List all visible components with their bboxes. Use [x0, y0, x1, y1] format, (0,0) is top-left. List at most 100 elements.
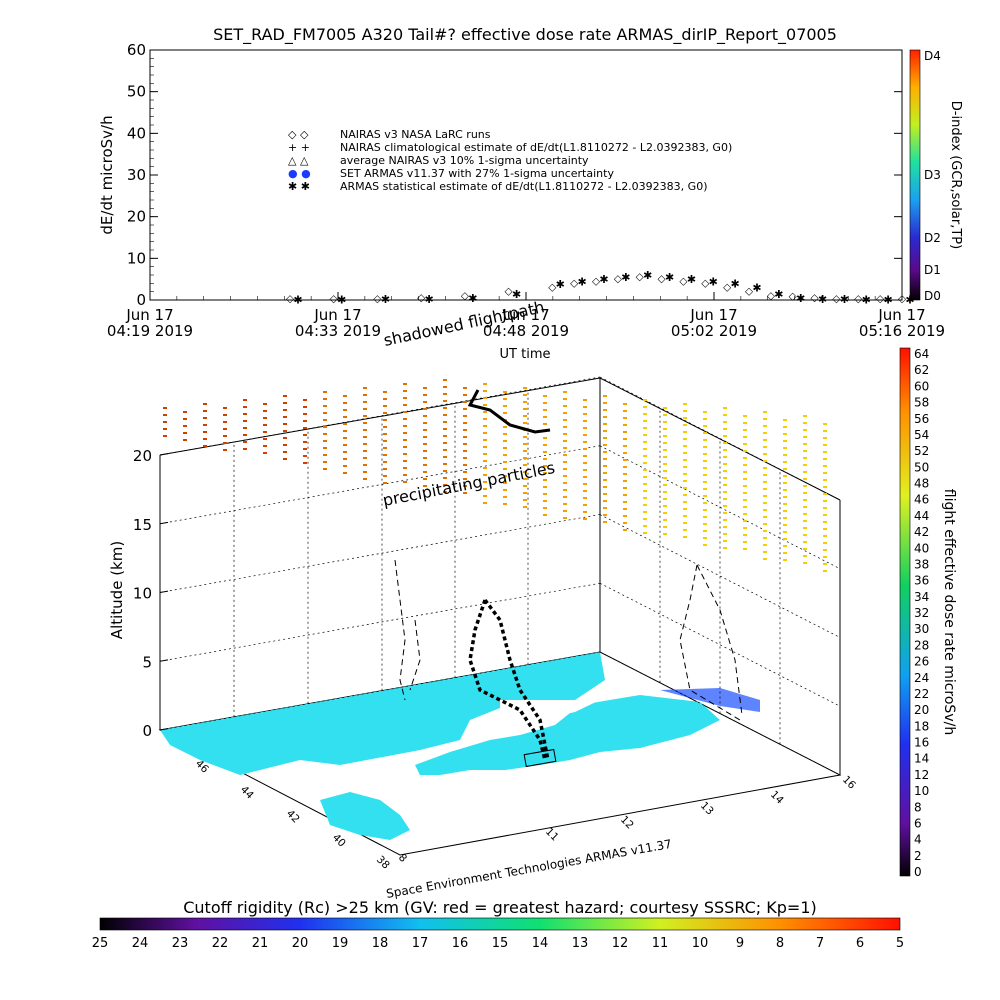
armas-estimate-point: ✱ — [796, 292, 805, 305]
longitude-tick-label: 14 — [768, 789, 786, 807]
legend-symbol: △ △ — [288, 154, 309, 167]
longitude-tick-label: 12 — [618, 814, 636, 832]
series-nairas: ◇ ◇ ◇ ◇ ◇ ◇ ◇ ◇ ◇ ◇ ◇ ◇ ◇ ◇ ◇ ◇ ◇ ◇ ◇ ◇ ◇ ◇ ◇ — [286, 271, 907, 305]
series-armas-estimate: ✱✱✱✱✱✱✱✱✱✱✱✱✱✱✱✱✱✱✱✱✱✱✱ — [293, 269, 914, 307]
nairas-point: ◇ — [286, 293, 295, 305]
y-tick-label: 20 — [127, 208, 146, 226]
nairas-point: ◇ — [417, 292, 426, 304]
nairas-point: ◇ — [636, 271, 645, 283]
rc-tick-label: 13 — [572, 936, 589, 951]
annotation-precipitating-particles: precipitating particles — [381, 458, 556, 510]
legend-label: SET ARMAS v11.37 with 27% 1-sigma uncert… — [340, 167, 614, 180]
dose-tick-label: 30 — [914, 622, 929, 636]
legend-label: average NAIRAS v3 10% 1-sigma uncertaint… — [340, 154, 589, 167]
dose-tick-label: 22 — [914, 687, 929, 701]
shadow-path-3 — [679, 564, 741, 721]
nairas-point: ◇ — [330, 293, 339, 305]
x-tick-label-date: Jun 17 — [313, 306, 361, 324]
armas-estimate-point: ✱ — [381, 293, 390, 306]
dose-tick-label: 20 — [914, 703, 929, 717]
rc-tick-label: 12 — [612, 936, 629, 951]
d-index-tick: D4 — [924, 49, 941, 63]
armas-estimate-point: ✱ — [818, 293, 827, 306]
armas-estimate-point: ✱ — [512, 288, 521, 301]
dose-tick-label: 28 — [914, 638, 929, 652]
dose-tick-label: 10 — [914, 784, 929, 798]
dose-tick-label: 40 — [914, 541, 929, 555]
altitude-gridline-left — [159, 582, 601, 662]
top-y-axis-label: dE/dt microSv/h — [98, 115, 116, 234]
nairas-point: ◇ — [854, 293, 863, 305]
flight-track-ground-2 — [483, 598, 550, 761]
nairas-point: ◇ — [898, 293, 907, 305]
legend: ◇ ◇ NAIRAS v3 NASA LaRC runs + + NAIRAS cli… — [288, 128, 732, 193]
dose-rate-colorbar-label: flight effective dose rate microSv/h — [941, 489, 957, 735]
shadow-path-2 — [409, 619, 421, 691]
dose-tick-label: 16 — [914, 736, 929, 750]
altitude-tick — [159, 659, 169, 662]
dose-tick-label: 8 — [914, 800, 922, 814]
nairas-point: ◇ — [745, 286, 754, 298]
rc-tick-label: 25 — [92, 936, 109, 951]
altitude-gridlines — [159, 376, 841, 776]
y-tick-label: 0 — [136, 291, 146, 309]
ocean-tyrrhenian — [415, 695, 720, 775]
nairas-point: ◇ — [570, 277, 579, 289]
rc-tick-label: 21 — [252, 936, 269, 951]
armas-estimate-point: ✱ — [643, 269, 652, 282]
dose-tick-label: 4 — [914, 833, 922, 847]
legend-symbol: + + — [288, 141, 310, 154]
top-x-axis-label: UT time — [500, 347, 551, 362]
rc-tick-label: 23 — [172, 936, 189, 951]
ocean-patch-south — [320, 792, 410, 840]
nairas-point: ◇ — [876, 293, 885, 305]
y-tick-label: 30 — [127, 166, 146, 184]
armas-estimate-point: ✱ — [425, 293, 434, 306]
dose-tick-label: 14 — [914, 752, 929, 766]
shadow-path-4 — [696, 564, 743, 716]
rc-tick-label: 7 — [816, 936, 824, 951]
altitude-gridline-left — [159, 514, 601, 593]
legend-symbol: ● ● — [288, 167, 311, 180]
rc-tick-label: 18 — [372, 936, 389, 951]
rc-tick-label: 9 — [736, 936, 744, 951]
rc-tick-label: 6 — [856, 936, 864, 951]
nairas-point: ◇ — [461, 290, 470, 302]
dose-tick-label: 38 — [914, 557, 929, 571]
dose-tick-label: 48 — [914, 477, 929, 491]
dose-tick-label: 26 — [914, 655, 929, 669]
rc-tick-label: 11 — [652, 936, 669, 951]
rc-tick-label: 16 — [452, 936, 469, 951]
armas-estimate-point: ✱ — [556, 278, 565, 291]
cutoff-rigidity-colorbar — [99, 917, 901, 931]
rc-tick-label: 5 — [896, 936, 904, 951]
x-tick-label-date: Jun 17 — [125, 306, 173, 324]
altitude-axis: 0 5 10 15 20 — [133, 447, 169, 740]
dose-tick-label: 44 — [914, 509, 929, 523]
figure-title: SET_RAD_FM7005 A320 Tail#? effective dos… — [213, 25, 837, 45]
rc-tick-label: 24 — [132, 936, 149, 951]
armas-estimate-point: ✱ — [840, 293, 849, 306]
dose-tick-label: 6 — [914, 816, 922, 830]
altitude-gridline-left — [159, 445, 601, 525]
dose-tick-label: 50 — [914, 460, 929, 474]
flight-track-altitude — [467, 389, 551, 434]
nairas-point: ◇ — [832, 293, 841, 305]
armas-estimate-point: ✱ — [774, 288, 783, 301]
legend-label: NAIRAS climatological estimate of dE/dt(… — [340, 141, 732, 154]
dose-tick-label: 32 — [914, 606, 929, 620]
armas-estimate-point: ✱ — [621, 271, 630, 284]
y-tick-label: 60 — [127, 41, 146, 59]
nairas-point: ◇ — [811, 292, 820, 304]
x-tick-label-time: 04:48 2019 — [483, 322, 569, 340]
armas-estimate-point: ✱ — [665, 271, 674, 284]
legend-label: NAIRAS v3 NASA LaRC runs — [340, 128, 491, 141]
armas-estimate-point: ✱ — [752, 282, 761, 295]
rc-tick-label: 17 — [412, 936, 429, 951]
d-index-colorbar — [909, 49, 921, 301]
d-index-colorbar-ticks: D4 D3 D2 D1 D0 — [924, 49, 941, 303]
rc-tick-label: 19 — [332, 936, 349, 951]
